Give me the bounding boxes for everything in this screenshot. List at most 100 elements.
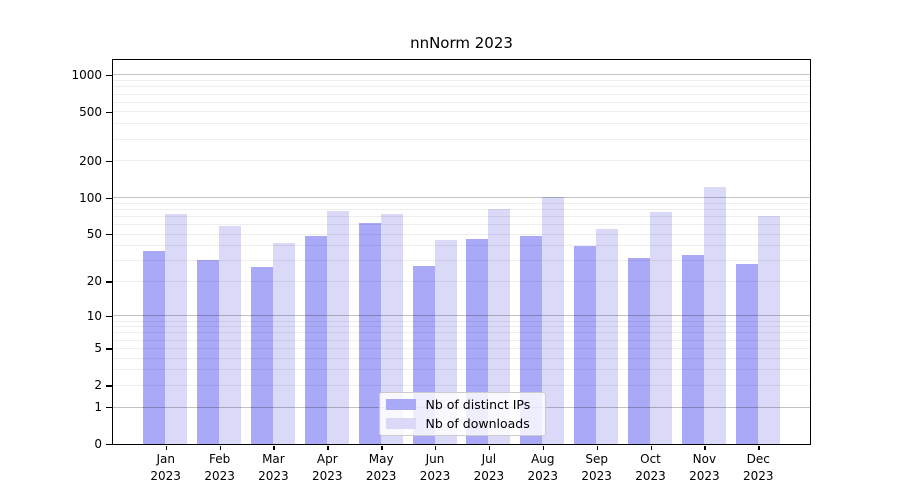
x-tick-label-line: 2023 — [150, 468, 181, 483]
y-tick-label-50: 50 — [86, 227, 102, 241]
y-tick-0 — [106, 444, 112, 446]
x-tick-label-nov-2023: Nov 2023 — [672, 451, 736, 484]
gridline-4 — [112, 357, 810, 359]
bar-downloads-nov-2023 — [703, 187, 726, 444]
bar-distinct-ips-feb-2023 — [197, 260, 220, 444]
x-tick-label-line: 2023 — [204, 468, 235, 483]
legend-label: Nb of downloads — [425, 415, 530, 431]
y-tick-label-0: 0 — [94, 437, 102, 451]
y-tick-200 — [106, 160, 112, 163]
bar-downloads-oct-2023 — [650, 211, 673, 444]
y-tick-label-1000: 1000 — [71, 67, 102, 82]
y-tick-label-10: 10 — [86, 308, 102, 323]
legend: Nb of distinct IPs Nb of downloads — [378, 391, 546, 436]
gridline-40 — [112, 245, 810, 247]
bar-downloads-dec-2023 — [757, 215, 780, 444]
y-tick-10 — [106, 315, 112, 318]
x-tick-label-line: 2023 — [258, 468, 289, 483]
gridline-400 — [112, 123, 810, 125]
x-tick-label-may-2023: May 2023 — [349, 451, 413, 484]
gridline-10 — [112, 315, 810, 317]
gridline-3 — [112, 369, 810, 371]
x-tick-label-line: Feb — [208, 452, 231, 466]
y-tick-1 — [106, 407, 112, 409]
x-tick-mar-2023 — [273, 445, 275, 450]
y-tick-50 — [106, 234, 112, 236]
x-tick-label-line: Dec — [746, 452, 770, 466]
x-tick-label-line: Mar — [262, 452, 285, 466]
x-tick-label-line: Jul — [481, 452, 497, 466]
gridline-90 — [112, 202, 810, 204]
bar-distinct-ips-may-2023 — [358, 223, 381, 444]
x-tick-sep-2023 — [596, 445, 599, 450]
x-tick-label-line: 2023 — [527, 468, 559, 483]
x-tick-label-jan-2023: Jan 2023 — [134, 451, 198, 484]
x-tick-label-sep-2023: Sep 2023 — [565, 451, 629, 484]
gridline-9 — [112, 320, 810, 322]
x-tick-may-2023 — [381, 445, 383, 450]
bar-distinct-ips-dec-2023 — [735, 263, 758, 444]
gridline-5 — [112, 347, 810, 349]
gridline-7 — [112, 332, 810, 334]
x-tick-aug-2023 — [542, 445, 545, 450]
y-tick-label-5: 5 — [94, 341, 102, 356]
y-tick-label-1: 1 — [94, 400, 102, 414]
x-tick-label-line: 2023 — [312, 468, 343, 483]
bar-downloads-mar-2023 — [272, 242, 295, 444]
x-tick-label-dec-2023: Dec 2023 — [726, 451, 790, 484]
y-tick-500 — [106, 111, 112, 114]
x-tick-label-jul-2023: Jul 2023 — [457, 451, 521, 484]
x-tick-apr-2023 — [327, 445, 329, 450]
gridline-500 — [112, 111, 810, 113]
gridline-2 — [112, 384, 810, 386]
x-tick-feb-2023 — [219, 445, 221, 450]
x-tick-label-line: Nov — [692, 452, 717, 466]
y-tick-1000 — [106, 74, 112, 77]
legend-item-downloads: Nb of downloads — [385, 414, 537, 433]
gridline-80 — [112, 208, 810, 210]
x-tick-label-aug-2023: Aug 2023 — [511, 451, 575, 484]
y-tick-100 — [106, 197, 112, 199]
bar-downloads-may-2023 — [380, 213, 403, 444]
x-tick-label-line: 2023 — [419, 468, 451, 483]
x-tick-nov-2023 — [704, 445, 706, 450]
x-tick-label-line: 2023 — [689, 468, 720, 483]
x-tick-label-oct-2023: Oct 2023 — [619, 451, 683, 484]
bar-downloads-apr-2023 — [326, 210, 349, 444]
y-tick-20 — [106, 281, 112, 283]
x-tick-label-line: Jun — [425, 452, 445, 466]
grid-layer — [112, 60, 810, 444]
x-tick-label-mar-2023: Mar 2023 — [241, 451, 305, 484]
y-tick-label-500: 500 — [79, 104, 102, 119]
chart-title: nnNorm 2023 — [410, 34, 513, 52]
x-tick-label-line: 2023 — [581, 468, 612, 483]
bar-distinct-ips-oct-2023 — [628, 258, 651, 444]
gridline-70 — [112, 215, 810, 217]
bar-downloads-jul-2023 — [488, 209, 511, 444]
y-tick-label-2: 2 — [94, 378, 102, 393]
y-tick-label-100: 100 — [79, 190, 102, 205]
gridline-800 — [112, 86, 810, 88]
x-tick-label-feb-2023: Feb 2023 — [188, 451, 252, 484]
y-tick-label-20: 20 — [86, 274, 102, 289]
x-tick-label-line: 2023 — [473, 468, 505, 483]
gridline-8 — [112, 326, 810, 328]
x-tick-label-line: 2023 — [635, 468, 666, 483]
y-tick-5 — [106, 348, 112, 350]
x-tick-label-jun-2023: Jun 2023 — [403, 451, 467, 484]
bar-downloads-feb-2023 — [219, 225, 242, 444]
bar-distinct-ips-sep-2023 — [574, 246, 597, 444]
gridline-900 — [112, 80, 810, 82]
gridline-1000 — [112, 74, 810, 76]
legend-swatch-downloads — [385, 417, 416, 429]
x-tick-label-line: Sep — [585, 452, 608, 466]
gridline-100 — [112, 197, 810, 198]
legend-item-distinct-ips: Nb of distinct IPs — [385, 395, 537, 414]
bar-downloads-sep-2023 — [596, 229, 619, 444]
gridline-200 — [112, 160, 810, 162]
x-tick-label-line: Jan — [156, 452, 175, 466]
gridline-700 — [112, 93, 810, 95]
x-tick-label-line: May — [368, 452, 394, 466]
x-tick-dec-2023 — [758, 445, 760, 450]
